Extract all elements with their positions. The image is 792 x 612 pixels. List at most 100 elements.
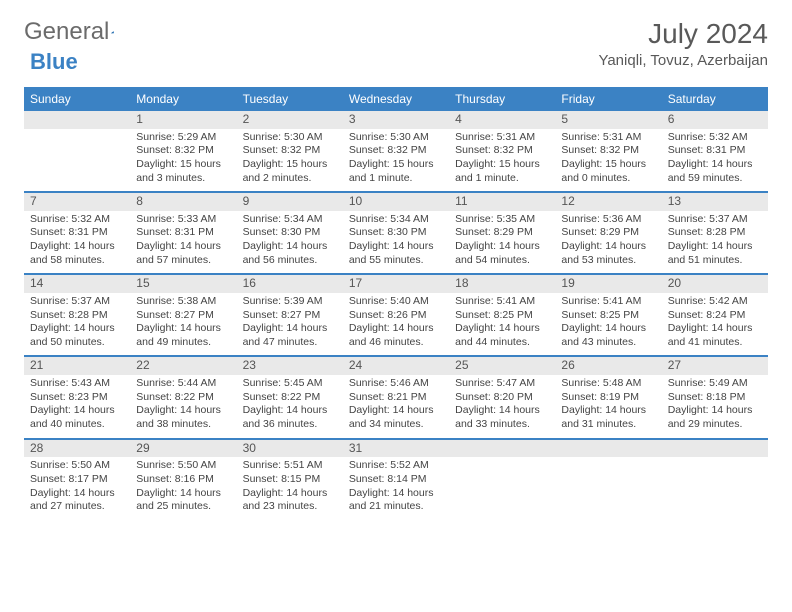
logo-triangle-icon: [111, 24, 114, 40]
day-body: Sunrise: 5:39 AMSunset: 8:27 PMDaylight:…: [237, 293, 343, 356]
day-cell: [555, 440, 661, 520]
daylight-text: Daylight: 15 hours and 2 minutes.: [243, 158, 337, 185]
day-number: 22: [130, 357, 236, 375]
day-cell: 19Sunrise: 5:41 AMSunset: 8:25 PMDayligh…: [555, 275, 661, 355]
daylight-text: Daylight: 14 hours and 59 minutes.: [668, 158, 762, 185]
sunset-text: Sunset: 8:30 PM: [349, 226, 443, 240]
sunset-text: Sunset: 8:14 PM: [349, 473, 443, 487]
day-body: Sunrise: 5:31 AMSunset: 8:32 PMDaylight:…: [555, 129, 661, 192]
day-number: 9: [237, 193, 343, 211]
weeks-container: 1Sunrise: 5:29 AMSunset: 8:32 PMDaylight…: [24, 111, 768, 520]
sunrise-text: Sunrise: 5:51 AM: [243, 459, 337, 473]
sunrise-text: Sunrise: 5:30 AM: [243, 131, 337, 145]
logo-word2: Blue: [30, 49, 78, 74]
week-row: 7Sunrise: 5:32 AMSunset: 8:31 PMDaylight…: [24, 191, 768, 273]
day-number: 14: [24, 275, 130, 293]
daylight-text: Daylight: 14 hours and 57 minutes.: [136, 240, 230, 267]
sunset-text: Sunset: 8:24 PM: [668, 309, 762, 323]
day-number: [662, 440, 768, 458]
week-row: 21Sunrise: 5:43 AMSunset: 8:23 PMDayligh…: [24, 355, 768, 437]
sunset-text: Sunset: 8:16 PM: [136, 473, 230, 487]
day-body: Sunrise: 5:43 AMSunset: 8:23 PMDaylight:…: [24, 375, 130, 438]
sunrise-text: Sunrise: 5:31 AM: [561, 131, 655, 145]
day-number: 31: [343, 440, 449, 458]
day-cell: 5Sunrise: 5:31 AMSunset: 8:32 PMDaylight…: [555, 111, 661, 191]
day-cell: 23Sunrise: 5:45 AMSunset: 8:22 PMDayligh…: [237, 357, 343, 437]
sunset-text: Sunset: 8:32 PM: [136, 144, 230, 158]
weekday-header-cell: Sunday: [24, 87, 130, 111]
sunset-text: Sunset: 8:32 PM: [349, 144, 443, 158]
sunrise-text: Sunrise: 5:48 AM: [561, 377, 655, 391]
sunrise-text: Sunrise: 5:30 AM: [349, 131, 443, 145]
daylight-text: Daylight: 14 hours and 31 minutes.: [561, 404, 655, 431]
day-number: 11: [449, 193, 555, 211]
daylight-text: Daylight: 15 hours and 0 minutes.: [561, 158, 655, 185]
day-body: Sunrise: 5:32 AMSunset: 8:31 PMDaylight:…: [24, 211, 130, 274]
day-number: 13: [662, 193, 768, 211]
day-number: 26: [555, 357, 661, 375]
logo-word1: General: [24, 18, 109, 46]
sunset-text: Sunset: 8:32 PM: [455, 144, 549, 158]
day-number: 28: [24, 440, 130, 458]
day-cell: 22Sunrise: 5:44 AMSunset: 8:22 PMDayligh…: [130, 357, 236, 437]
day-cell: [449, 440, 555, 520]
daylight-text: Daylight: 14 hours and 34 minutes.: [349, 404, 443, 431]
sunrise-text: Sunrise: 5:41 AM: [561, 295, 655, 309]
day-number: 30: [237, 440, 343, 458]
day-body: Sunrise: 5:33 AMSunset: 8:31 PMDaylight:…: [130, 211, 236, 274]
daylight-text: Daylight: 15 hours and 1 minute.: [349, 158, 443, 185]
day-number: 25: [449, 357, 555, 375]
sunrise-text: Sunrise: 5:42 AM: [668, 295, 762, 309]
weekday-header-cell: Thursday: [449, 87, 555, 111]
day-body: Sunrise: 5:41 AMSunset: 8:25 PMDaylight:…: [555, 293, 661, 356]
sunrise-text: Sunrise: 5:47 AM: [455, 377, 549, 391]
daylight-text: Daylight: 14 hours and 46 minutes.: [349, 322, 443, 349]
calendar-grid: SundayMondayTuesdayWednesdayThursdayFrid…: [24, 87, 768, 520]
day-number: 19: [555, 275, 661, 293]
sunset-text: Sunset: 8:26 PM: [349, 309, 443, 323]
day-body: Sunrise: 5:40 AMSunset: 8:26 PMDaylight:…: [343, 293, 449, 356]
day-number: [24, 111, 130, 129]
day-cell: 21Sunrise: 5:43 AMSunset: 8:23 PMDayligh…: [24, 357, 130, 437]
day-cell: 26 Sunrise: 5:48 AMSunset: 8:19 PMDayligh…: [555, 357, 661, 437]
week-row: 14Sunrise: 5:37 AMSunset: 8:28 PMDayligh…: [24, 273, 768, 355]
day-number: 21: [24, 357, 130, 375]
day-number: 5: [555, 111, 661, 129]
sunset-text: Sunset: 8:32 PM: [561, 144, 655, 158]
sunset-text: Sunset: 8:22 PM: [243, 391, 337, 405]
sunset-text: Sunset: 8:27 PM: [136, 309, 230, 323]
calendar-page: General July 2024 Yaniqli, Tovuz, Azerba…: [0, 0, 792, 538]
sunset-text: Sunset: 8:19 PM: [561, 391, 655, 405]
day-cell: 9Sunrise: 5:34 AMSunset: 8:30 PMDaylight…: [237, 193, 343, 273]
day-body: Sunrise: 5:45 AMSunset: 8:22 PMDaylight:…: [237, 375, 343, 438]
day-body: Sunrise: 5:46 AMSunset: 8:21 PMDaylight:…: [343, 375, 449, 438]
sunrise-text: Sunrise: 5:33 AM: [136, 213, 230, 227]
day-cell: 25Sunrise: 5:47 AMSunset: 8:20 PMDayligh…: [449, 357, 555, 437]
day-body: Sunrise: 5:44 AMSunset: 8:22 PMDaylight:…: [130, 375, 236, 438]
day-body: Sunrise: 5:47 AMSunset: 8:20 PMDaylight:…: [449, 375, 555, 438]
day-cell: 24Sunrise: 5:46 AMSunset: 8:21 PMDayligh…: [343, 357, 449, 437]
sunset-text: Sunset: 8:31 PM: [30, 226, 124, 240]
day-cell: 14Sunrise: 5:37 AMSunset: 8:28 PMDayligh…: [24, 275, 130, 355]
day-number: 27: [662, 357, 768, 375]
day-cell: [662, 440, 768, 520]
daylight-text: Daylight: 14 hours and 43 minutes.: [561, 322, 655, 349]
day-cell: 28Sunrise: 5:50 AMSunset: 8:17 PMDayligh…: [24, 440, 130, 520]
day-number: [555, 440, 661, 458]
daylight-text: Daylight: 14 hours and 58 minutes.: [30, 240, 124, 267]
day-body: Sunrise: 5:29 AMSunset: 8:32 PMDaylight:…: [130, 129, 236, 192]
sunrise-text: Sunrise: 5:37 AM: [668, 213, 762, 227]
sunrise-text: Sunrise: 5:31 AM: [455, 131, 549, 145]
day-number: 18: [449, 275, 555, 293]
day-number: 4: [449, 111, 555, 129]
day-cell: 13Sunrise: 5:37 AMSunset: 8:28 PMDayligh…: [662, 193, 768, 273]
weekday-header-row: SundayMondayTuesdayWednesdayThursdayFrid…: [24, 87, 768, 111]
sunset-text: Sunset: 8:30 PM: [243, 226, 337, 240]
daylight-text: Daylight: 14 hours and 29 minutes.: [668, 404, 762, 431]
day-number: 7: [24, 193, 130, 211]
daylight-text: Daylight: 14 hours and 50 minutes.: [30, 322, 124, 349]
daylight-text: Daylight: 14 hours and 51 minutes.: [668, 240, 762, 267]
day-number: 24: [343, 357, 449, 375]
daylight-text: Daylight: 14 hours and 40 minutes.: [30, 404, 124, 431]
daylight-text: Daylight: 14 hours and 23 minutes.: [243, 487, 337, 514]
